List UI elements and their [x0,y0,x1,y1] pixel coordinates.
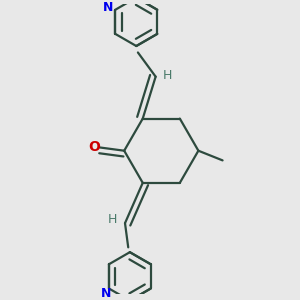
Text: H: H [163,68,172,82]
Text: N: N [103,1,113,14]
Text: H: H [107,213,117,226]
Text: O: O [88,140,100,154]
Text: N: N [100,287,111,300]
